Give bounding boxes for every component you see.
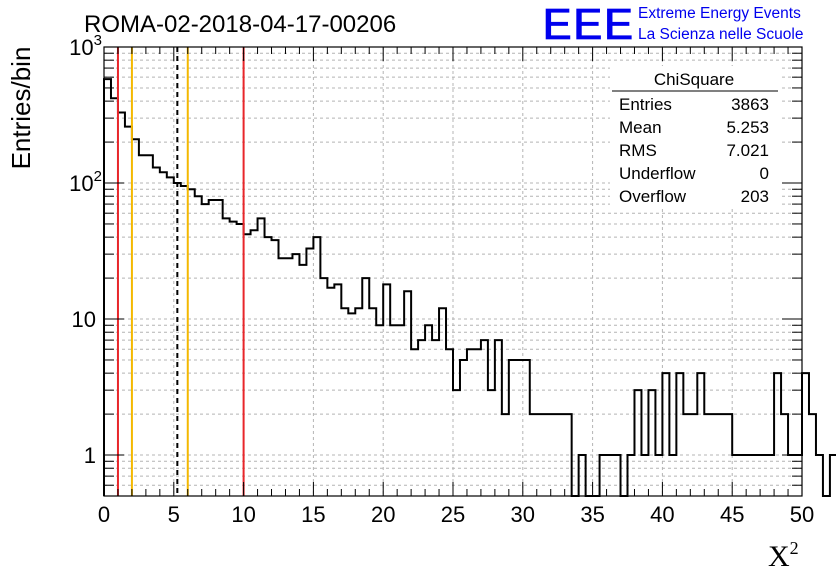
- run-title: ROMA-02-2018-04-17-00206: [84, 11, 396, 38]
- brand-line-2: La Scienza nelle Scuole: [638, 26, 803, 43]
- stats-box-background: [610, 66, 780, 206]
- y-axis-title: Entries/bin: [6, 47, 36, 170]
- axis-ticks: [103, 46, 803, 497]
- x-axis-title-main: X: [768, 540, 790, 572]
- x-tick-label: 30: [511, 502, 535, 527]
- x-tick-label: 50: [790, 502, 814, 527]
- stats-value-rms: 7.021: [726, 141, 769, 160]
- x-tick-label: 15: [301, 502, 325, 527]
- stats-label-overflow: Overflow: [619, 187, 687, 206]
- stats-box-title: ChiSquare: [654, 70, 734, 89]
- stats-label-underflow: Underflow: [619, 164, 696, 183]
- x-tick-label: 40: [650, 502, 674, 527]
- x-axis-title: X2: [768, 538, 799, 572]
- x-tick-label: 5: [168, 502, 180, 527]
- y-tick-label: 103: [69, 32, 102, 60]
- stats-label-entries: Entries: [619, 95, 672, 114]
- y-tick-label: 102: [69, 168, 102, 196]
- histogram-series: [103, 78, 836, 497]
- stats-label-mean: Mean: [619, 118, 662, 137]
- stats-value-underflow: 0: [760, 164, 769, 183]
- logo-text: EEE: [542, 0, 634, 50]
- x-tick-label: 45: [720, 502, 744, 527]
- x-tick-label: 10: [231, 502, 255, 527]
- reference-lines: [116, 47, 245, 496]
- tick-labels: 0 5 10 15 20 25 30 35 40 45 50 1 10 102 103: [69, 32, 814, 527]
- brand-line-1: Extreme Energy Events: [638, 5, 801, 22]
- x-tick-label: 0: [98, 502, 110, 527]
- eee-logo: EEE: [541, 0, 634, 51]
- histogram-outline: [103, 78, 836, 497]
- stats-label-rms: RMS: [619, 141, 657, 160]
- stats-value-overflow: 203: [741, 187, 769, 206]
- stats-value-mean: 5.253: [726, 118, 769, 137]
- y-tick-label: 10: [72, 307, 96, 332]
- x-tick-label: 35: [580, 502, 604, 527]
- y-tick-label: 1: [84, 443, 96, 468]
- x-axis-title-superscript: 2: [790, 538, 799, 558]
- x-tick-label: 20: [371, 502, 395, 527]
- stats-value-entries: 3863: [731, 95, 769, 114]
- stats-box: ChiSquare Entries 3863 Mean 5.253 RMS 7.…: [610, 66, 780, 206]
- x-tick-label: 25: [441, 502, 465, 527]
